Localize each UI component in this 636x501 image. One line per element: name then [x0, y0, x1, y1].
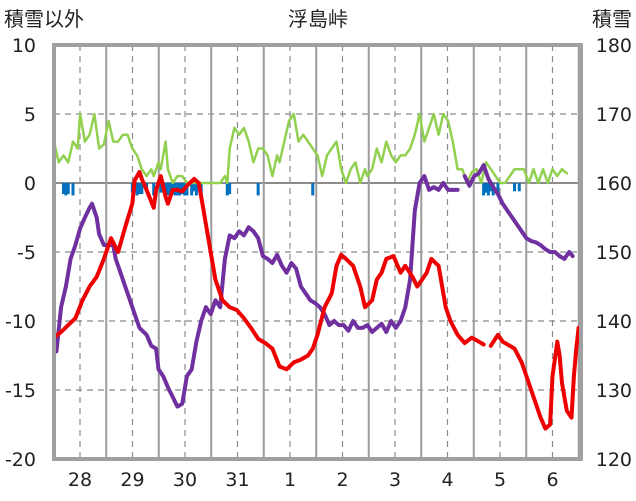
- right-axis-label: 積雪: [592, 7, 632, 31]
- snow-bar: [517, 183, 521, 192]
- green-series-line: [52, 112, 569, 185]
- y-tick-right: 180: [596, 35, 632, 57]
- snow-bar: [489, 183, 493, 192]
- x-tick-label: 28: [68, 469, 92, 491]
- red-series-line: [52, 170, 581, 431]
- x-tick-label: 31: [225, 469, 249, 491]
- x-tick-label: 29: [120, 469, 144, 491]
- x-tick-label: 1: [284, 469, 296, 491]
- y-tick-right: 150: [596, 242, 632, 264]
- chart-title: 浮島峠: [288, 7, 348, 31]
- y-tick-right: 130: [596, 380, 632, 402]
- left-axis-label: 積雪以外: [4, 7, 84, 31]
- snow-bar: [190, 183, 194, 196]
- y-tick-left: 5: [24, 104, 36, 126]
- x-tick-label: 3: [389, 469, 401, 491]
- gridlines: [54, 45, 581, 459]
- y-tick-left: -20: [5, 449, 36, 471]
- snow-bar: [166, 183, 170, 196]
- y-tick-right: 170: [596, 104, 632, 126]
- y-tick-right: 120: [596, 449, 632, 471]
- y-tick-right: 160: [596, 173, 632, 195]
- y-tick-left: 10: [12, 35, 36, 57]
- y-tick-left: -5: [17, 242, 36, 264]
- left-axis-ticks: 10 5 0 -5 -10 -15 -20: [5, 35, 36, 471]
- snow-bar: [159, 183, 163, 193]
- x-tick-label: 5: [494, 469, 506, 491]
- snow-bar: [61, 183, 65, 195]
- snow-bar: [135, 183, 139, 196]
- snow-bar: [137, 183, 141, 195]
- x-tick-label: 6: [546, 469, 558, 491]
- snow-bar: [496, 183, 500, 196]
- snow-bar: [64, 183, 68, 196]
- snow-bar: [228, 183, 232, 195]
- snow-bar: [192, 183, 196, 192]
- y-tick-right: 140: [596, 311, 632, 333]
- x-tick-label: 2: [336, 469, 348, 491]
- x-axis-ticks: 28 29 30 31 1 2 3 4 5 6: [68, 469, 559, 491]
- y-tick-left: 0: [24, 173, 36, 195]
- purple-series-line: [52, 163, 575, 409]
- series-lines: [52, 112, 581, 431]
- snow-bar: [152, 183, 156, 196]
- snow-bar: [194, 183, 198, 196]
- snow-bar: [482, 183, 486, 196]
- snow-bar: [486, 183, 490, 196]
- right-axis-ticks: 180 170 160 150 140 130 120: [596, 35, 632, 471]
- snow-bar: [185, 183, 189, 196]
- snow-bar: [71, 183, 75, 196]
- snow-bar: [256, 183, 260, 196]
- snow-bar: [484, 183, 488, 193]
- plot-frame: [52, 43, 583, 461]
- snow-bar: [140, 183, 144, 195]
- x-tick-label: 4: [441, 469, 453, 491]
- snow-bar: [66, 183, 70, 195]
- snow-bar: [225, 183, 229, 196]
- snow-bar: [168, 183, 172, 196]
- x-tick-label: 30: [173, 469, 197, 491]
- snow-bar: [513, 183, 517, 192]
- y-tick-left: -15: [5, 380, 36, 402]
- snow-bar: [311, 183, 315, 196]
- y-tick-left: -10: [5, 311, 36, 333]
